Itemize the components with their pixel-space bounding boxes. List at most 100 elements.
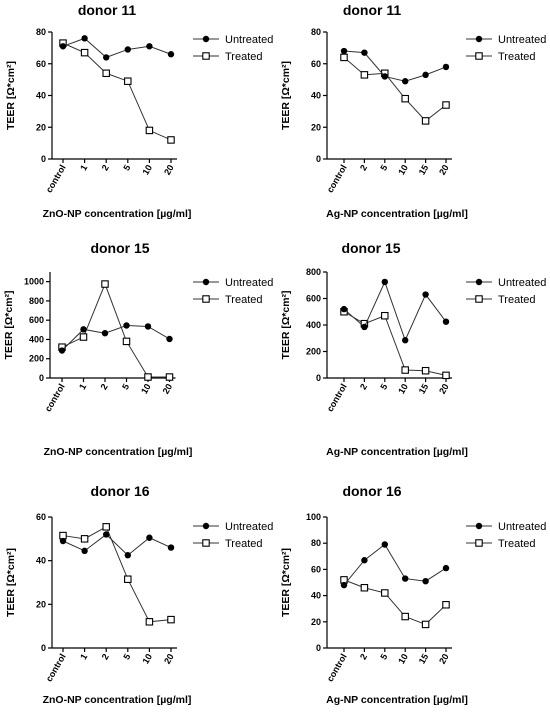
x-tick-label: control bbox=[325, 382, 349, 413]
x-tick-label: 5 bbox=[378, 652, 389, 661]
x-tick-label: 2 bbox=[100, 652, 111, 661]
legend-marker-circle bbox=[475, 35, 483, 43]
x-tick-label: control bbox=[325, 163, 349, 194]
y-tick-label: 400 bbox=[306, 320, 321, 330]
x-tick-label: control bbox=[43, 382, 67, 413]
data-point-untreated bbox=[442, 63, 450, 71]
data-point-treated bbox=[165, 373, 174, 381]
x-tick-label: 5 bbox=[378, 163, 389, 172]
legend-label: Untreated bbox=[498, 521, 546, 533]
data-point-treated bbox=[101, 280, 109, 288]
data-point-treated bbox=[421, 620, 430, 629]
data-point-untreated bbox=[146, 43, 153, 50]
x-tick-label: 5 bbox=[120, 382, 131, 391]
data-point-untreated bbox=[442, 318, 450, 325]
data-point-untreated bbox=[340, 305, 348, 313]
data-point-treated bbox=[59, 531, 67, 540]
data-point-treated bbox=[360, 583, 369, 592]
data-point-untreated bbox=[422, 291, 429, 298]
data-point-untreated bbox=[59, 537, 67, 545]
data-point-treated bbox=[102, 69, 110, 78]
data-point-untreated bbox=[59, 43, 67, 50]
data-point-treated bbox=[421, 117, 430, 125]
x-tick-label: 2 bbox=[99, 382, 110, 391]
y-tick-label: 800 bbox=[306, 267, 321, 277]
y-axis-label: TEER [Ω*cm²] bbox=[5, 61, 17, 130]
data-point-untreated bbox=[340, 47, 348, 55]
x-tick-label: 1 bbox=[78, 652, 89, 661]
y-tick-label: 600 bbox=[306, 294, 321, 304]
legend-label: Treated bbox=[225, 51, 263, 63]
data-point-treated bbox=[102, 523, 110, 531]
legend-item-untreated: Untreated bbox=[193, 521, 273, 533]
y-tick-label: 60 bbox=[311, 564, 321, 574]
series-line-untreated bbox=[343, 543, 447, 586]
y-tick-label: 0 bbox=[316, 154, 321, 164]
y-tick-label: 100 bbox=[306, 512, 321, 522]
y-tick-label: 20 bbox=[36, 599, 46, 609]
y-tick-label: 200 bbox=[29, 354, 44, 364]
x-tick-label: 10 bbox=[140, 163, 154, 177]
x-tick-label: 5 bbox=[121, 163, 132, 172]
chart-panel-4: donor 15 0 200 400 600 800 control 2 5 10 15 20 TEER… bbox=[280, 240, 546, 458]
y-tick-label: 0 bbox=[39, 373, 44, 383]
chart-title: donor 16 bbox=[90, 483, 149, 499]
x-axis-label: Ag-NP concentration [µg/ml] bbox=[326, 208, 468, 220]
data-point-untreated bbox=[167, 51, 175, 58]
x-tick-label: 20 bbox=[162, 163, 176, 177]
y-tick-label: 40 bbox=[36, 556, 46, 566]
legend-item-untreated: Untreated bbox=[193, 34, 273, 46]
x-tick-label: 2 bbox=[358, 652, 369, 661]
data-point-untreated bbox=[422, 71, 429, 79]
legend-label: Treated bbox=[498, 294, 536, 306]
data-point-treated bbox=[80, 535, 89, 543]
data-point-treated bbox=[167, 615, 175, 624]
data-point-untreated bbox=[146, 534, 153, 541]
data-point-untreated bbox=[103, 531, 110, 538]
legend-label: Treated bbox=[225, 294, 263, 306]
data-point-untreated bbox=[442, 564, 450, 572]
series-line-treated bbox=[62, 526, 172, 623]
chart-panel-2: donor 11 0 20 40 60 80 control 2 5 10 15 20 TEER [Ω*… bbox=[280, 2, 546, 220]
series-line-untreated bbox=[62, 37, 172, 58]
data-point-untreated bbox=[103, 54, 110, 61]
legend-marker-square bbox=[475, 539, 483, 547]
data-point-untreated bbox=[124, 46, 131, 53]
chart-panel-6: donor 16 0 20 40 60 80 100 control 2 5 10 15 20 TEER … bbox=[280, 483, 546, 706]
series-line-untreated bbox=[61, 324, 170, 351]
y-tick-label: 200 bbox=[306, 347, 321, 357]
data-point-untreated bbox=[123, 322, 130, 329]
x-tick-label: 20 bbox=[162, 652, 176, 666]
x-axis-label: ZnO-NP concentration [µg/ml] bbox=[43, 208, 192, 220]
y-tick-label: 0 bbox=[41, 154, 46, 164]
legend-marker-square bbox=[475, 52, 483, 60]
legend-item-treated: Treated bbox=[466, 51, 536, 63]
series-line-treated bbox=[62, 42, 172, 141]
x-axis-label: Ag-NP concentration [µg/ml] bbox=[326, 694, 468, 706]
x-tick-label: 15 bbox=[417, 652, 431, 666]
data-point-treated bbox=[340, 53, 348, 62]
series-line-untreated bbox=[343, 50, 447, 82]
y-tick-label: 80 bbox=[311, 27, 321, 37]
legend-item-treated: Treated bbox=[466, 294, 536, 306]
legend-item-treated: Treated bbox=[193, 51, 263, 63]
data-point-treated bbox=[80, 48, 89, 57]
legend-label: Untreated bbox=[225, 277, 273, 289]
y-tick-label: 800 bbox=[29, 296, 44, 306]
data-point-untreated bbox=[81, 35, 88, 42]
data-point-untreated bbox=[80, 326, 87, 333]
y-tick-label: 40 bbox=[311, 91, 321, 101]
y-tick-label: 60 bbox=[311, 59, 321, 69]
data-point-treated bbox=[421, 366, 430, 375]
y-tick-label: 80 bbox=[311, 538, 321, 548]
chart-title: donor 11 bbox=[78, 2, 137, 18]
data-point-treated bbox=[381, 311, 389, 320]
x-tick-label: 10 bbox=[396, 652, 410, 666]
x-tick-label: 10 bbox=[396, 382, 410, 396]
data-point-treated bbox=[442, 371, 450, 380]
data-point-untreated bbox=[422, 577, 429, 585]
data-point-untreated bbox=[361, 49, 368, 56]
y-axis-label: TEER [Ω*cm²] bbox=[280, 548, 292, 617]
y-axis-label: TEER [Ω*cm²] bbox=[280, 290, 292, 359]
chart-panel-3: donor 15 0 200 400 600 800 1000 control 1 2 5 10 20 T… bbox=[3, 240, 273, 458]
